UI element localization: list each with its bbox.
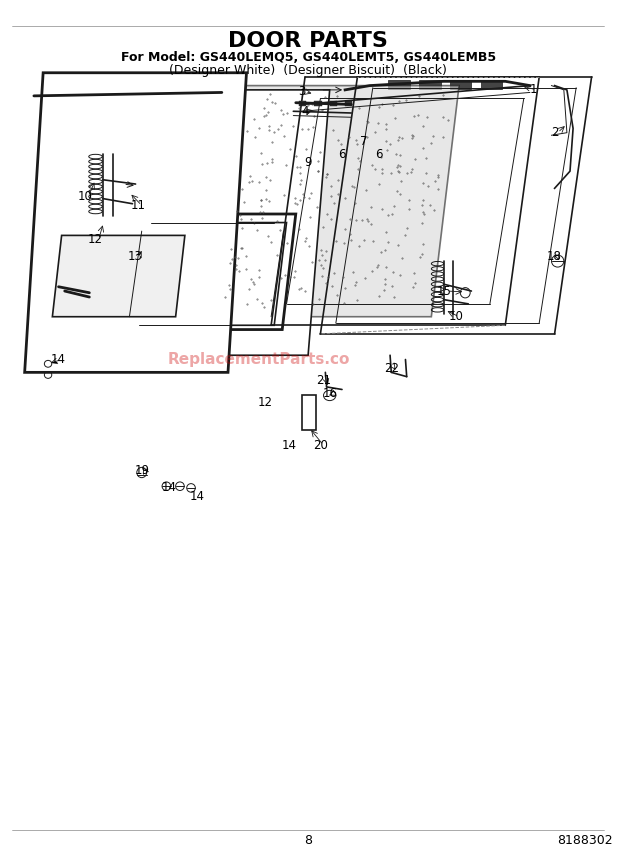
Text: 13: 13 [128,250,143,264]
Text: 14: 14 [162,481,177,495]
Bar [450,80,471,89]
Bar [388,80,410,89]
Text: 7: 7 [360,134,367,148]
Text: DOOR PARTS: DOOR PARTS [228,31,388,51]
Text: 15: 15 [436,284,451,298]
Text: 19: 19 [134,464,149,478]
Polygon shape [52,235,185,317]
Text: 10: 10 [448,310,463,324]
Text: 8: 8 [304,834,312,847]
Text: 14: 14 [51,353,66,366]
Bar [299,101,306,106]
Text: 6: 6 [339,147,346,161]
Text: 2: 2 [551,126,559,140]
Text: For Model: GS440LEMQ5, GS440LEMT5, GS440LEMB5: For Model: GS440LEMQ5, GS440LEMT5, GS440… [120,51,495,64]
Text: 16: 16 [322,387,337,401]
Text: 18: 18 [547,250,562,264]
Text: 20: 20 [313,438,328,452]
Bar [330,101,337,106]
Text: (Designer White)  (Designer Biscuit)  (Black): (Designer White) (Designer Biscuit) (Bla… [169,63,447,77]
Bar [419,80,441,89]
Text: 6: 6 [375,147,383,161]
Polygon shape [25,73,247,372]
Polygon shape [111,90,330,355]
Text: 1: 1 [529,83,537,97]
Text: 14: 14 [190,490,205,503]
Text: 9: 9 [304,156,312,169]
Text: 11: 11 [131,199,146,212]
Bar [314,101,322,106]
Bar [345,101,353,106]
Bar [480,80,502,89]
Text: 12: 12 [88,233,103,247]
Text: ReplacementParts.co: ReplacementParts.co [167,352,350,367]
Text: 14: 14 [282,438,297,452]
Polygon shape [126,223,286,325]
Text: 3: 3 [298,85,306,98]
Text: 21: 21 [316,374,331,388]
Text: 4: 4 [301,104,309,118]
Text: 22: 22 [384,361,399,375]
Text: 10: 10 [78,190,92,204]
Polygon shape [216,86,459,317]
Bar [302,395,316,430]
Text: 8188302: 8188302 [557,834,613,847]
Text: 12: 12 [257,395,272,409]
